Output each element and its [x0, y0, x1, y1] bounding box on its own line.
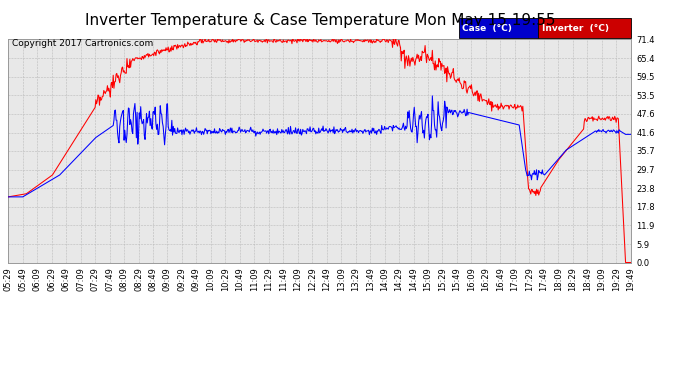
Text: Case  (°C): Case (°C) — [462, 24, 512, 33]
Text: Inverter Temperature & Case Temperature Mon May 15 19:55: Inverter Temperature & Case Temperature … — [85, 13, 555, 28]
Text: Inverter  (°C): Inverter (°C) — [542, 24, 609, 33]
Text: Copyright 2017 Cartronics.com: Copyright 2017 Cartronics.com — [12, 39, 153, 48]
